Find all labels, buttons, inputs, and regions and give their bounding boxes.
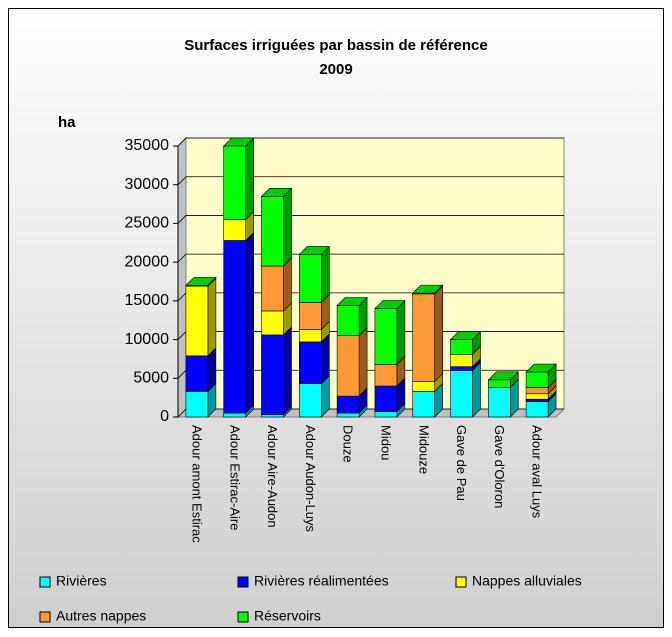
bar-segment [185, 285, 209, 357]
y-tick-label: 0 [160, 408, 169, 425]
bar-side [283, 326, 292, 416]
bar-segment [336, 412, 360, 418]
bar-side [283, 257, 292, 312]
legend-label: Réservoirs [254, 608, 321, 624]
bar-segment [223, 145, 246, 220]
y-tick-label: 25000 [125, 215, 170, 232]
bar-top [185, 277, 217, 286]
legend-swatch [39, 611, 51, 623]
bar-top [222, 137, 255, 147]
side-wall [177, 136, 187, 419]
bar-segment [223, 219, 246, 241]
bar-segment [336, 395, 360, 414]
bar-top [260, 188, 293, 197]
bar-side [207, 277, 217, 357]
bar-side [320, 333, 330, 385]
grid-line [177, 253, 564, 263]
x-tick-label: Adour Aire-Audon [265, 425, 280, 528]
x-tick-label: Gave de Pau [454, 425, 469, 501]
bar-segment [261, 265, 284, 312]
x-tick-label: Midouze [416, 425, 431, 474]
bar-segment [298, 254, 322, 303]
bar-segment [487, 387, 511, 418]
bar-top [525, 363, 557, 373]
x-tick-label: Adour aval Luys [530, 425, 545, 519]
bar-side [283, 187, 292, 267]
legend-swatch [237, 576, 249, 588]
y-tick-label: 15000 [125, 292, 170, 309]
bar-segment [450, 370, 473, 418]
y-tick-label: 5000 [133, 370, 169, 387]
bar-top [449, 331, 482, 340]
x-tick-label: Gave d'Oloron [492, 425, 507, 508]
bar-side [245, 231, 254, 414]
bar-top [374, 300, 406, 309]
bar-segment [261, 334, 284, 415]
legend-swatch [39, 576, 51, 588]
bar-segment [412, 381, 436, 392]
bar-segment [298, 302, 322, 330]
bar-segment [450, 353, 473, 367]
bar-segment [261, 414, 284, 418]
y-tick-label: 35000 [125, 137, 170, 154]
bar-side [358, 326, 368, 397]
bar-side [320, 245, 330, 304]
bar-segment [450, 339, 473, 355]
bar-segment [412, 391, 436, 418]
bar-segment [525, 401, 549, 418]
x-tick-label: Adour amont Estirac [189, 425, 204, 543]
bar-side [396, 299, 406, 366]
bar-segment [298, 329, 322, 343]
legend-swatch [237, 611, 249, 623]
chart-title: Surfaces irriguées par bassin de référen… [184, 37, 487, 54]
grid-line [177, 215, 564, 224]
bar-segment [374, 308, 398, 365]
grid-line [177, 137, 564, 147]
bar-segment [185, 355, 209, 392]
bar-segment [374, 411, 398, 418]
y-tick-label: 10000 [125, 331, 170, 348]
x-tick-label: Midou [378, 425, 393, 460]
legend-label: Autres nappes [56, 608, 146, 624]
x-tick-label: Adour Estirac-Aire [227, 425, 242, 530]
bar-segment [223, 240, 246, 414]
bar-segment [374, 364, 398, 387]
y-axis-label: ha [58, 114, 76, 131]
legend-label: Rivières réalimentées [254, 573, 389, 589]
x-tick-label: Adour Audon-Luys [303, 425, 318, 532]
bar-segment [185, 391, 209, 418]
bar-segment [450, 366, 473, 371]
y-tick-label: 30000 [125, 176, 170, 193]
bar-segment [223, 412, 246, 418]
bar-segment [336, 335, 360, 397]
x-tick-label: Douze [341, 425, 356, 463]
bar-segment [487, 379, 511, 388]
bar-top [411, 284, 444, 294]
bar-segment [298, 383, 322, 418]
bar-segment [298, 341, 322, 385]
chart-subtitle: 2009 [319, 61, 352, 78]
bar-segment [336, 305, 360, 337]
bar-segment [412, 293, 436, 382]
bar-segment [525, 387, 549, 395]
bar-top [487, 371, 520, 381]
bar-top [298, 246, 331, 255]
grid-line [177, 176, 564, 185]
legend-label: Rivières [56, 573, 107, 589]
bar-segment [525, 393, 549, 400]
legend-swatch [455, 576, 467, 588]
bar-segment [525, 398, 549, 402]
bar-segment [525, 371, 549, 388]
bar-top [336, 297, 368, 306]
bar-side [245, 137, 254, 221]
bar-segment [374, 385, 398, 412]
legend-label: Nappes alluviales [472, 573, 582, 589]
bar-segment [261, 310, 284, 336]
bar-side [434, 285, 444, 383]
bar-side [472, 361, 481, 418]
bar-segment [261, 196, 284, 267]
y-tick-label: 20000 [125, 253, 170, 270]
